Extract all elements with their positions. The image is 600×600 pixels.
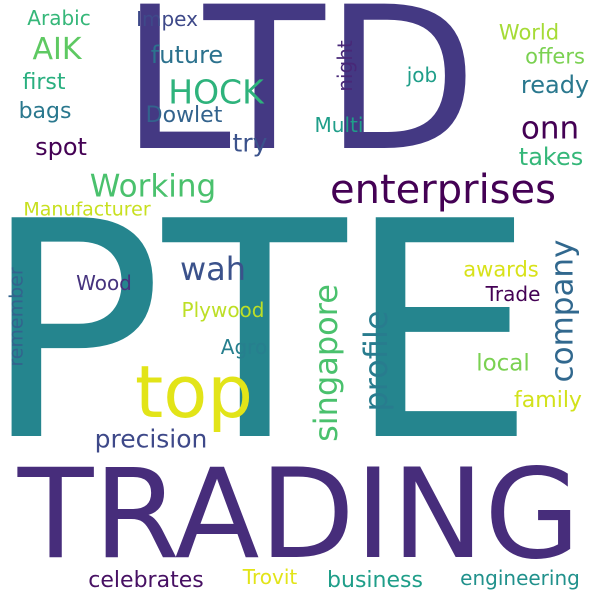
word-bags: bags [18, 99, 72, 124]
word-world: World [498, 20, 560, 45]
word-enterprises: enterprises [330, 167, 556, 213]
word-celebrates: celebrates [88, 568, 204, 593]
word-plywood: Plywood [181, 298, 265, 322]
word-impex: Impex [136, 7, 198, 31]
word-multi: Multi [314, 113, 364, 137]
word-ltd: LTD [120, 0, 478, 195]
word-precision: precision [94, 424, 208, 454]
word-manufacturer: Manufacturer [23, 198, 151, 221]
word-arabic: Arabic [27, 6, 91, 30]
word-ready: ready [520, 71, 590, 99]
word-singapore: singapore [307, 284, 345, 442]
word-spot: spot [35, 133, 87, 161]
word-local: local [476, 350, 530, 377]
word-company: company [544, 239, 581, 383]
word-dowlet: Dowlet [145, 103, 223, 128]
word-future: future [150, 41, 224, 69]
word-agro: Agro [220, 335, 268, 359]
word-engineering: engineering [460, 566, 580, 590]
word-takes: takes [518, 143, 584, 171]
word-top: top [135, 350, 253, 434]
word-hock: HOCK [168, 72, 264, 112]
word-wah: wah [179, 250, 247, 288]
word-trade: Trade [485, 282, 541, 306]
word-offers: offers [525, 44, 585, 69]
word-wood: Wood [76, 271, 132, 295]
word-working: Working [89, 168, 217, 205]
word-trovit: Trovit [242, 565, 298, 589]
word-business: business [327, 568, 423, 593]
word-try: try [232, 128, 268, 158]
word-remember: remember [5, 267, 28, 367]
word-first: first [22, 70, 66, 95]
word-job: job [406, 63, 438, 87]
word-awards: awards [463, 257, 539, 282]
word-night: night [333, 40, 357, 92]
word-pte: PTE [0, 158, 536, 507]
word-aik: AIK [32, 32, 82, 67]
word-trading: TRADING [17, 443, 581, 587]
word-family: family [514, 388, 582, 413]
word-profile: profile [357, 310, 395, 412]
word-onn: onn [520, 110, 580, 147]
